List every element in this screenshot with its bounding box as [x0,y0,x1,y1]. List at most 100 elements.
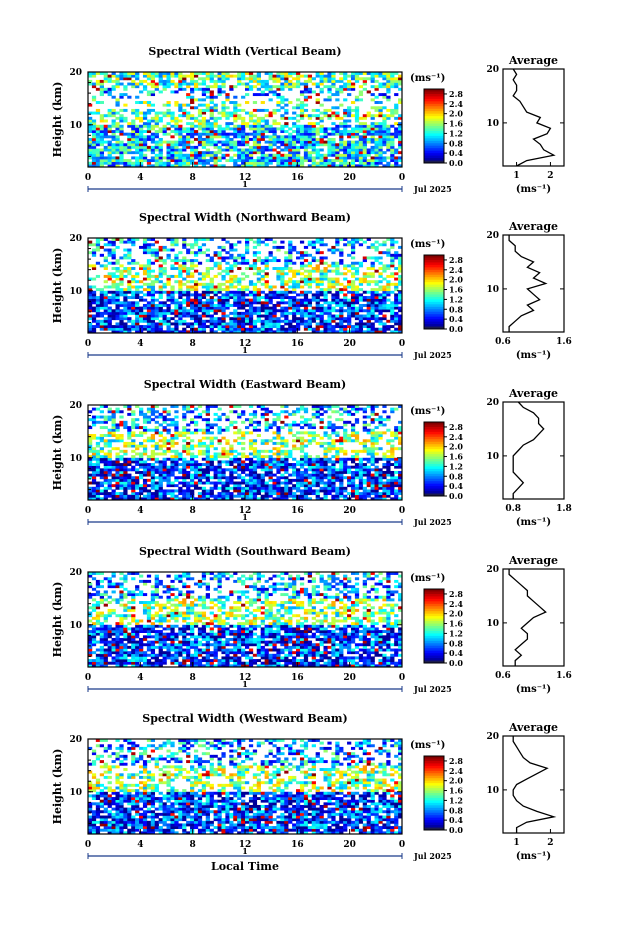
heatmap-cell [252,412,258,416]
heatmap-cell [260,465,265,469]
heatmap-cell [299,256,305,260]
heatmap-cell [311,243,316,247]
heatmap-cell [339,327,344,331]
heatmap-cell [248,476,254,480]
heatmap-cell [225,303,230,307]
heatmap-cell [284,314,289,318]
heatmap-cell [162,497,167,501]
heatmap-cell [292,303,297,307]
heatmap-cell [382,267,387,270]
heatmap-cell [150,463,156,466]
heatmap-cell [241,151,246,155]
heatmap-cell [245,153,250,157]
heatmap-cell [190,77,195,81]
heatmap-cell [358,161,364,165]
heatmap-cell [358,77,364,81]
heatmap-cell [119,119,124,123]
heatmap-cell [323,243,328,247]
heatmap-cell [162,460,167,464]
heatmap-cell [233,460,238,464]
heatmap-cell [398,74,403,78]
heatmap-cell [233,465,238,469]
heatmap-cell [221,460,226,464]
heatmap-cell [170,156,175,160]
heatmap-cell [256,122,261,126]
heatmap-cell [209,492,214,496]
heatmap-cell [252,484,258,488]
heatmap-cell [398,151,403,155]
heatmap-cell [209,476,214,480]
heatmap-cell [197,449,203,453]
heatmap-cell [350,101,356,104]
heatmap-cell [205,431,210,435]
heatmap-cell [213,465,218,469]
heatmap-cell [245,87,250,91]
heatmap-cell [158,481,163,485]
heatmap-cell [319,90,324,94]
heatmap-cell [178,431,183,435]
heatmap-cell [111,494,116,498]
heatmap-cell [135,111,140,115]
heatmap-cell [319,130,324,133]
heatmap-cell [221,428,226,432]
heatmap-cell [95,455,101,459]
heatmap-cell [205,309,210,313]
heatmap-cell [241,465,246,469]
average-x-label: (ms⁻¹) [516,350,551,361]
heatmap-cell [115,455,120,459]
heatmap-cell [268,478,273,482]
heatmap-cell [260,135,265,139]
heatmap-cell [311,137,316,141]
heatmap-cell [190,457,195,461]
heatmap-cell [248,264,254,268]
heatmap-cell [178,492,183,496]
heatmap-cell [221,82,226,86]
heatmap-cell [142,251,148,255]
heatmap-cell [201,153,207,157]
heatmap-cell [280,156,285,160]
heatmap-cell [319,79,324,83]
heatmap-cell [237,306,242,310]
heatmap-cell [398,130,403,133]
heatmap-cell [241,164,246,168]
heatmap-cell [135,290,140,294]
heatmap-cell [88,418,93,422]
heatmap-cell [103,418,108,422]
heatmap-cell [241,148,246,152]
heatmap-cell [264,322,269,326]
heatmap-cell [190,153,195,157]
heatmap-cell [272,148,277,152]
heatmap-cell [150,492,156,496]
heatmap-cell [288,116,293,120]
heatmap-cell [158,311,163,315]
heatmap-cell [303,311,309,315]
heatmap-cell [186,314,191,318]
heatmap-cell [146,272,152,276]
heatmap-cell [248,161,254,165]
heatmap-cell [272,420,277,424]
heatmap-cell [256,74,261,78]
heatmap-cell [131,127,136,131]
heatmap-cell [272,460,277,464]
heatmap-cell [103,87,108,91]
heatmap-cell [182,269,187,273]
heatmap-cell [95,436,101,440]
heatmap-cell [166,159,171,163]
heatmap-cell [150,293,156,297]
heatmap-cell [248,282,254,286]
heatmap-cell [139,79,144,83]
heatmap-cell [252,465,258,469]
heatmap-cell [335,272,340,276]
heatmap-cell [229,85,234,89]
heatmap-cell [150,465,156,469]
y-axis-label: Height (km) [51,248,64,324]
heatmap-cell [311,148,316,152]
heatmap-cell [150,478,156,482]
heatmap-cell [296,317,301,321]
heatmap-cell [91,468,97,472]
heatmap-cell [146,463,152,466]
heatmap-cell [319,82,324,86]
heatmap-cell [347,93,352,97]
heatmap-cell [248,119,254,123]
heatmap-cell [394,164,399,168]
